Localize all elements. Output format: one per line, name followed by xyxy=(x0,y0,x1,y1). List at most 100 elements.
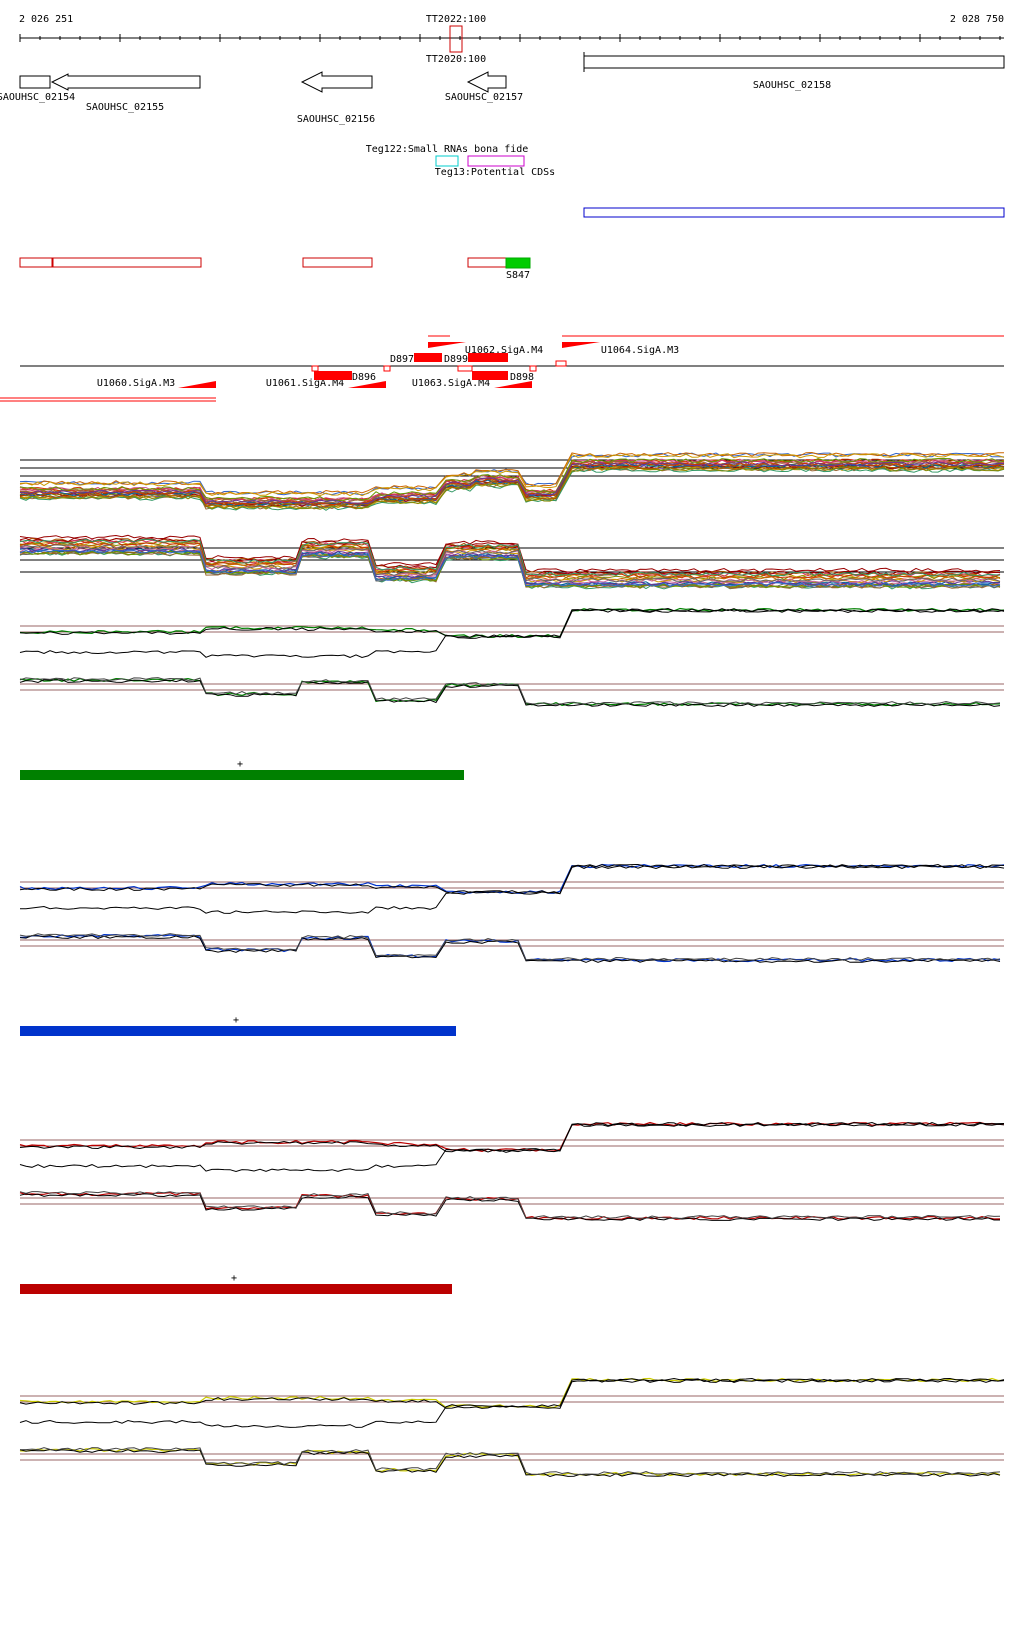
promoter-u1064[interactable]: U1064.SigA.M3 xyxy=(562,342,679,366)
expression-line xyxy=(19,534,1001,573)
gene-label: SAOUHSC_02157 xyxy=(445,92,523,103)
expression-line xyxy=(19,548,1001,587)
ruler-ticks xyxy=(19,34,1001,42)
condition-line xyxy=(20,933,1001,963)
expression-line xyxy=(19,465,1005,508)
condition-block-blue: + xyxy=(19,863,1005,1036)
condition-line xyxy=(19,863,1005,914)
transcript-box[interactable] xyxy=(52,257,202,268)
expression-line xyxy=(19,451,1005,495)
gene-label: SAOUHSC_02158 xyxy=(753,80,831,91)
ruler-start-label: 2 026 251 xyxy=(19,14,73,25)
marker-box[interactable] xyxy=(449,25,463,53)
promoter-u1063[interactable]: U1063.SigA.M4 xyxy=(412,366,532,389)
tss-marker xyxy=(529,365,537,372)
condition-line xyxy=(19,608,1005,639)
expression-line xyxy=(19,547,1000,586)
gene-label: SAOUHSC_02156 xyxy=(297,114,375,125)
promoter-u1062[interactable]: U1062.SigA.M4 xyxy=(428,342,543,366)
condition-bar-label: + xyxy=(231,1273,237,1284)
d897-site[interactable]: D897 xyxy=(390,353,442,365)
expression-line xyxy=(19,537,1001,576)
condition-block-red: + xyxy=(19,1121,1005,1294)
d899-site[interactable]: D899 xyxy=(444,353,508,365)
promoter-label: U1060.SigA.M3 xyxy=(97,378,175,389)
s847-label: S847 xyxy=(506,270,530,281)
condition-bar[interactable] xyxy=(20,770,464,780)
expression-line xyxy=(19,464,1005,507)
promoter-label: U1064.SigA.M3 xyxy=(601,345,679,356)
expression-line xyxy=(19,453,1005,497)
gene-track: SAOUHSC_02154 SAOUHSC_02155 SAOUHSC_0215… xyxy=(0,52,1005,125)
marker-bottom-label[interactable]: TT2020:100 xyxy=(426,54,486,65)
expression-plot-forward xyxy=(19,451,1005,511)
small-rna-track: Teg122:Small RNAs bona fide Teg13:Potent… xyxy=(366,144,555,178)
condition-line xyxy=(19,934,1001,963)
condition-line xyxy=(19,1193,1000,1221)
potential-cds-label: Teg13:Potential CDSs xyxy=(435,167,555,178)
promoter-u1061[interactable]: U1061.SigA.M4 xyxy=(266,366,386,389)
condition-bar[interactable] xyxy=(20,1026,456,1036)
condition-bar[interactable] xyxy=(20,1284,452,1294)
condition-line xyxy=(19,933,1001,961)
gene-saouhsc-02155[interactable]: SAOUHSC_02155 xyxy=(50,73,201,113)
expression-line xyxy=(19,464,1005,508)
promoter-u1060[interactable]: U1060.SigA.M3 xyxy=(97,366,216,389)
condition-line xyxy=(19,679,1001,708)
potential-cds-box[interactable] xyxy=(467,155,525,167)
blue-region-track xyxy=(583,207,1005,218)
expression-line xyxy=(19,458,1005,501)
promoter-track: U1060.SigA.M3 U1061.SigA.M4 U1062.SigA.M… xyxy=(0,335,1004,402)
gene-saouhsc-02154[interactable]: SAOUHSC_02154 xyxy=(0,75,75,103)
expression-line xyxy=(19,544,1001,583)
condition-line xyxy=(19,1191,1001,1221)
gene-saouhsc-02156[interactable]: SAOUHSC_02156 xyxy=(297,71,375,125)
d-label: D896 xyxy=(352,372,376,383)
d-label: D899 xyxy=(444,354,468,365)
gene-label: SAOUHSC_02154 xyxy=(0,92,75,103)
ruler-end-label: 2 028 750 xyxy=(950,14,1004,25)
transcript-box[interactable] xyxy=(467,257,507,268)
promoter-label: U1061.SigA.M4 xyxy=(266,378,344,389)
marker-top-label[interactable]: TT2022:100 xyxy=(426,14,486,25)
d896-site[interactable]: D896 xyxy=(314,371,376,383)
expression-line xyxy=(19,461,1005,505)
condition-line xyxy=(20,1447,1001,1476)
s847-box[interactable] xyxy=(505,257,531,269)
condition-block-green: + xyxy=(19,607,1005,780)
transcript-track: S847 xyxy=(19,257,531,281)
expression-line xyxy=(19,549,1001,588)
blue-region-box[interactable] xyxy=(583,207,1005,218)
tss-marker xyxy=(555,360,567,367)
small-rna-label: Teg122:Small RNAs bona fide xyxy=(366,144,529,155)
d898-site[interactable]: D898 xyxy=(472,371,534,383)
expression-line xyxy=(20,550,1001,589)
tss-marker xyxy=(311,365,319,372)
condition-bar-label: + xyxy=(237,759,243,770)
condition-block-yellow xyxy=(19,1377,1005,1478)
d-label: D898 xyxy=(510,372,534,383)
condition-line xyxy=(19,1379,1005,1409)
condition-bar-label: + xyxy=(233,1015,239,1026)
promoter-label: U1062.SigA.M4 xyxy=(465,345,543,356)
expression-plot-reverse xyxy=(19,534,1004,590)
gene-saouhsc-02157[interactable]: SAOUHSC_02157 xyxy=(445,71,523,103)
condition-line xyxy=(19,1190,1001,1219)
gene-saouhsc-02158[interactable]: SAOUHSC_02158 xyxy=(583,52,1005,91)
tss-marker xyxy=(457,365,473,372)
condition-line xyxy=(19,1377,1005,1428)
transcript-box[interactable] xyxy=(302,257,373,268)
tss-marker xyxy=(383,365,391,372)
coordinate-ruler: 2 026 251 2 028 750 TT2022:100 TT2020:10… xyxy=(19,14,1004,65)
expression-line xyxy=(19,538,1001,577)
d-label: D897 xyxy=(390,354,414,365)
expression-line xyxy=(19,547,1001,586)
expression-line xyxy=(19,466,1005,510)
transcript-box[interactable] xyxy=(19,257,53,268)
condition-line xyxy=(19,677,1001,707)
gene-label: SAOUHSC_02155 xyxy=(86,102,164,113)
small-rna-box[interactable] xyxy=(435,155,459,167)
condition-line xyxy=(19,1121,1005,1173)
condition-line xyxy=(19,864,1005,895)
